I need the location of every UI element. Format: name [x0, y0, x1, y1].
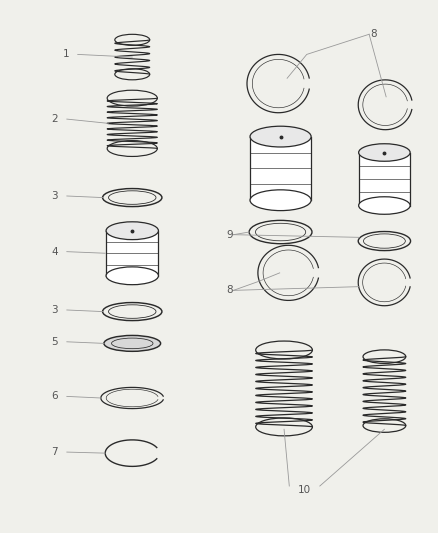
Text: 4: 4: [51, 247, 58, 257]
Ellipse shape: [106, 267, 158, 285]
Polygon shape: [358, 152, 409, 206]
Ellipse shape: [250, 126, 311, 147]
Ellipse shape: [358, 197, 409, 214]
Text: 5: 5: [51, 337, 58, 347]
Ellipse shape: [250, 190, 311, 211]
Text: 8: 8: [369, 29, 376, 39]
Text: 3: 3: [51, 305, 58, 315]
Text: 9: 9: [226, 230, 232, 240]
Polygon shape: [106, 231, 158, 276]
Ellipse shape: [358, 144, 409, 161]
Text: 3: 3: [51, 191, 58, 201]
Ellipse shape: [104, 335, 160, 351]
Text: 6: 6: [51, 391, 58, 401]
Text: 8: 8: [226, 285, 232, 295]
Text: 7: 7: [51, 447, 58, 457]
Text: 10: 10: [297, 485, 311, 495]
Text: 1: 1: [62, 50, 69, 59]
Ellipse shape: [106, 222, 158, 240]
Polygon shape: [250, 136, 311, 200]
Text: 2: 2: [51, 114, 58, 124]
